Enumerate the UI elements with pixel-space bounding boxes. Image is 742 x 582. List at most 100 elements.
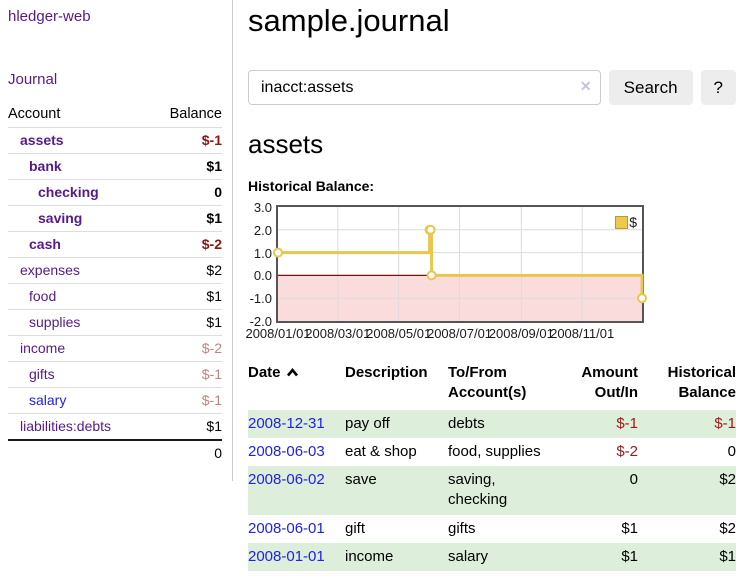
clear-search-icon[interactable]: ✕ <box>579 78 592 94</box>
transactions-header-row: Date Description To/From Account(s) Amou… <box>248 363 736 410</box>
accounts-table-body: assets $-1 bank $1 checking 0 saving $1 cash $-2 e… <box>8 127 222 441</box>
transactions-table: Date Description To/From Account(s) Amou… <box>248 363 736 571</box>
account-link-liabilities-debts[interactable]: liabilities:debts <box>20 418 112 434</box>
account-row: cash $-2 <box>8 231 222 258</box>
account-balance: 0 <box>214 184 222 200</box>
search-input[interactable] <box>248 70 601 105</box>
page-title: sample.journal <box>248 3 450 38</box>
account-link-saving[interactable]: saving <box>38 210 83 226</box>
transaction-accounts: salary <box>448 547 489 565</box>
chart-plot-svg <box>273 207 647 321</box>
accounts-table: Account Balance assets $-1 bank $1 checking 0… <box>8 103 222 465</box>
header-date[interactable]: Date <box>248 363 345 410</box>
x-tick-label: 2008/05/01 <box>366 326 432 341</box>
help-button[interactable]: ? <box>700 70 736 105</box>
chart-plot-area: $ <box>273 205 647 323</box>
transaction-date-link[interactable]: 2008-01-01 <box>248 547 325 565</box>
transaction-accounts: gifts <box>448 519 476 537</box>
transaction-description: income <box>345 547 394 565</box>
accounts-total-row: 0 <box>8 440 222 465</box>
account-row: saving $1 <box>8 205 222 232</box>
transaction-date-link[interactable]: 2008-06-03 <box>248 442 325 460</box>
transaction-date-link[interactable]: 2008-06-01 <box>248 519 325 537</box>
transaction-balance: $-1 <box>714 414 736 432</box>
account-balance: $-1 <box>201 392 222 408</box>
account-link-assets[interactable]: assets <box>20 132 64 148</box>
account-row: food $1 <box>8 283 222 310</box>
x-tick-label: 2008/07/01 <box>426 326 493 341</box>
transaction-balance: $2 <box>719 471 736 488</box>
x-tick-label: 2008/11/01 <box>550 326 615 341</box>
header-amount: Amount Out/In <box>581 364 638 402</box>
account-link-gifts[interactable]: gifts <box>29 366 55 382</box>
transaction-date-link[interactable]: 2008-06-02 <box>248 471 325 488</box>
account-balance: $-1 <box>201 366 222 382</box>
transaction-date-link[interactable]: 2008-12-31 <box>248 414 325 432</box>
app-title-link[interactable]: hledger-web <box>8 8 91 25</box>
account-row: checking 0 <box>8 179 222 206</box>
accounts-header-row: Account Balance <box>8 103 222 128</box>
x-axis-labels: 2008/01/01 2008/03/01 2008/05/01 2008/07/01… <box>245 326 736 342</box>
account-link-salary[interactable]: salary <box>29 392 67 408</box>
chart-title: Historical Balance: <box>248 178 375 194</box>
search-button[interactable]: Search <box>608 70 693 105</box>
transaction-amount: $1 <box>621 547 638 565</box>
account-row: liabilities:debts $1 <box>8 413 222 441</box>
transaction-balance: $2 <box>719 519 736 537</box>
account-balance: $1 <box>206 158 222 174</box>
transaction-row: 2008-12-31 pay off debts $-1 $-1 <box>248 409 736 438</box>
transaction-amount: $-1 <box>616 414 638 432</box>
transaction-amount: $-2 <box>616 442 638 460</box>
accounts-total-value: 0 <box>214 445 222 461</box>
account-link-income[interactable]: income <box>20 340 66 356</box>
search-row: ✕ Search ? <box>248 70 736 105</box>
account-link-bank[interactable]: bank <box>29 158 62 174</box>
search-box: ✕ <box>248 70 601 105</box>
sort-ascending-icon <box>286 367 298 377</box>
balance-chart: $ 3.0 2.0 1.0 0.0 -1.0 -2.0 2008/01/01 2008/03… <box>245 200 736 345</box>
account-balance: $-2 <box>201 236 222 252</box>
transaction-description: gift <box>345 519 366 537</box>
y-tick-label: -2.0 <box>249 314 272 329</box>
transaction-row: 2008-06-02 save saving, checking 0 $2 <box>248 466 736 515</box>
chart-legend: $ <box>615 214 637 230</box>
account-balance: $-2 <box>201 340 222 356</box>
accounts-header-account: Account <box>8 106 61 122</box>
transaction-description: eat & shop <box>345 442 417 460</box>
account-row: salary $-1 <box>8 387 222 414</box>
transaction-description: pay off <box>345 414 390 432</box>
y-tick-label: 1.0 <box>253 245 272 261</box>
account-link-supplies[interactable]: supplies <box>29 314 81 330</box>
account-row: expenses $2 <box>8 257 222 284</box>
transaction-row: 2008-06-01 gift gifts $1 $2 <box>248 515 736 543</box>
transaction-amount: 0 <box>629 471 638 488</box>
nav-journal-link[interactable]: Journal <box>8 71 58 88</box>
x-tick-label: 2008/09/01 <box>488 326 554 341</box>
x-tick-label: 2008/03/01 <box>305 326 371 341</box>
account-link-checking[interactable]: checking <box>38 184 99 200</box>
account-link-cash[interactable]: cash <box>29 236 61 252</box>
header-description: Description <box>345 364 428 381</box>
y-tick-label: 3.0 <box>253 200 272 215</box>
legend-label: $ <box>629 214 637 230</box>
account-balance: $2 <box>206 262 222 278</box>
account-link-expenses[interactable]: expenses <box>20 262 80 278</box>
transaction-accounts: saving, checking <box>448 471 508 509</box>
accounts-header-balance: Balance <box>169 106 222 122</box>
sidebar: hledger-web Journal Account Balance asse… <box>0 0 233 481</box>
transaction-balance: $1 <box>719 547 736 565</box>
legend-swatch-icon <box>615 215 629 229</box>
y-tick-label: -1.0 <box>249 291 272 307</box>
x-tick-label: 2008/01/01 <box>245 326 311 341</box>
y-tick-label: 0.0 <box>253 268 272 284</box>
y-tick-label: 2.0 <box>253 222 272 238</box>
header-balance: Historical Balance <box>667 364 736 402</box>
account-link-food[interactable]: food <box>29 288 57 304</box>
transaction-accounts: debts <box>448 414 485 432</box>
header-accounts: To/From Account(s) <box>448 364 527 402</box>
account-row: gifts $-1 <box>8 361 222 388</box>
transaction-row: 2008-01-01 income salary $1 $1 <box>248 542 736 571</box>
account-row: income $-2 <box>8 335 222 362</box>
account-row: supplies $1 <box>8 309 222 336</box>
account-balance: $1 <box>206 314 222 330</box>
